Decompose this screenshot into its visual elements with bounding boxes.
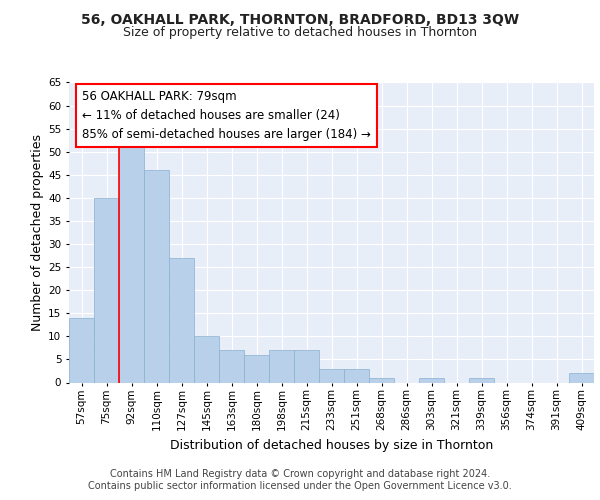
X-axis label: Distribution of detached houses by size in Thornton: Distribution of detached houses by size … <box>170 438 493 452</box>
Text: 56 OAKHALL PARK: 79sqm
← 11% of detached houses are smaller (24)
85% of semi-det: 56 OAKHALL PARK: 79sqm ← 11% of detached… <box>82 90 371 141</box>
Bar <box>269 350 294 382</box>
Bar <box>69 318 94 382</box>
Bar <box>369 378 394 382</box>
Bar <box>469 378 494 382</box>
Bar <box>169 258 194 382</box>
Bar <box>344 368 369 382</box>
Y-axis label: Number of detached properties: Number of detached properties <box>31 134 44 331</box>
Bar <box>219 350 244 382</box>
Text: Contains HM Land Registry data © Crown copyright and database right 2024.
Contai: Contains HM Land Registry data © Crown c… <box>88 470 512 491</box>
Text: 56, OAKHALL PARK, THORNTON, BRADFORD, BD13 3QW: 56, OAKHALL PARK, THORNTON, BRADFORD, BD… <box>81 12 519 26</box>
Bar <box>194 336 219 382</box>
Bar <box>569 374 594 382</box>
Bar <box>319 368 344 382</box>
Bar <box>244 355 269 382</box>
Bar <box>119 147 144 382</box>
Bar <box>294 350 319 382</box>
Bar <box>419 378 444 382</box>
Bar <box>144 170 169 382</box>
Text: Size of property relative to detached houses in Thornton: Size of property relative to detached ho… <box>123 26 477 39</box>
Bar <box>94 198 119 382</box>
